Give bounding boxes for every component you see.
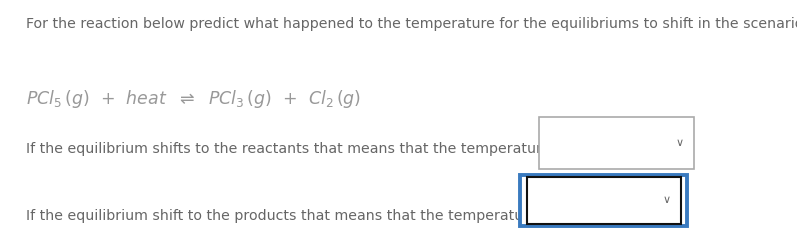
FancyBboxPatch shape — [520, 175, 687, 226]
Text: $\mathit{PCl_5\,(g)}$  $+$  $\mathit{heat}$  $\rightleftharpoons$  $\mathit{PCl_: $\mathit{PCl_5\,(g)}$ $+$ $\mathit{heat}… — [26, 88, 362, 110]
FancyBboxPatch shape — [527, 177, 681, 224]
Text: For the reaction below predict what happened to the temperature for the equilibr: For the reaction below predict what happ… — [26, 17, 797, 31]
Text: If the equilibrium shift to the products that means that the temperature: If the equilibrium shift to the products… — [26, 209, 538, 223]
Text: ∨: ∨ — [662, 195, 670, 205]
Text: If the equilibrium shifts to the reactants that means that the temperature: If the equilibrium shifts to the reactan… — [26, 142, 551, 156]
FancyBboxPatch shape — [539, 117, 694, 169]
Text: ∨: ∨ — [676, 138, 684, 148]
